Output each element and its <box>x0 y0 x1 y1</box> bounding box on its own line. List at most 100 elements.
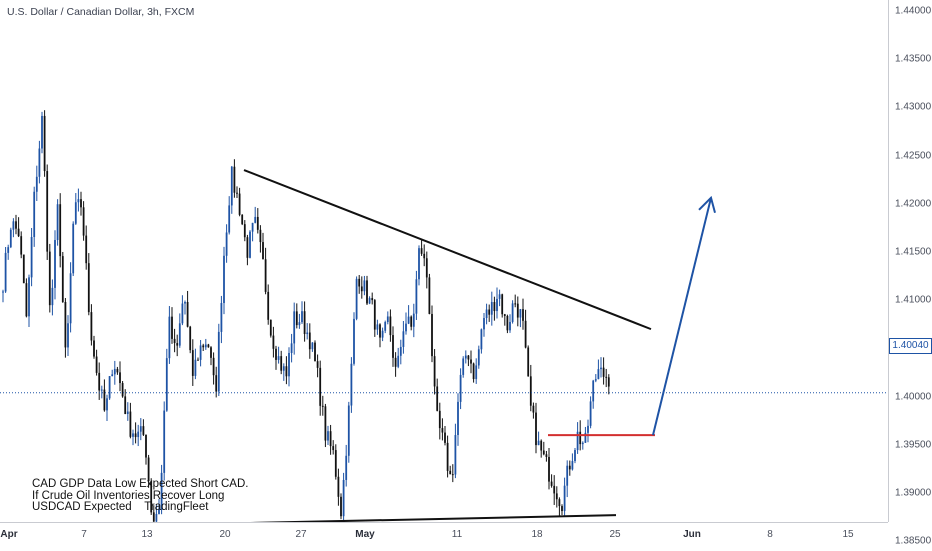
candle-body <box>262 242 264 260</box>
candle-body <box>69 273 72 324</box>
candle-body <box>189 326 192 351</box>
candle-body <box>108 376 111 399</box>
candle-body <box>41 115 43 149</box>
candle-body <box>4 252 7 292</box>
candle-body <box>459 374 462 402</box>
candle-body <box>197 359 199 361</box>
candle-body <box>17 228 20 237</box>
chart-area[interactable] <box>0 0 888 522</box>
time-tick-label: 25 <box>609 529 621 540</box>
candle-body <box>519 309 522 318</box>
candle-body <box>553 485 556 494</box>
candle-body <box>561 506 563 512</box>
candle-body <box>124 396 127 414</box>
time-tick-label: 20 <box>219 529 231 540</box>
candle-body <box>542 450 545 455</box>
candle-body <box>204 344 207 348</box>
candle-body <box>428 277 431 314</box>
candle-body <box>93 340 95 357</box>
candle-body <box>126 411 129 414</box>
candle-body <box>334 450 337 477</box>
candle-body <box>405 323 407 332</box>
candle-body <box>363 280 366 292</box>
candle-body <box>454 435 457 475</box>
candle-body <box>277 356 280 360</box>
candle-body <box>524 320 527 348</box>
candle-body <box>384 322 387 331</box>
candle-body <box>254 216 257 223</box>
candle-body <box>337 476 340 497</box>
price-tick-label: 1.43500 <box>895 53 932 65</box>
candle-body <box>171 316 173 339</box>
candle-body <box>503 314 506 316</box>
time-tick-label: 15 <box>842 529 854 540</box>
price-axis[interactable]: 1.44000 1.43500 1.43000 1.42500 1.42000 1.415… <box>888 0 932 547</box>
candle-body <box>498 294 501 299</box>
candle-body <box>259 229 262 243</box>
candle-body <box>306 332 309 335</box>
candle-body <box>379 324 381 338</box>
candle-body <box>535 412 537 446</box>
candle-body <box>514 303 517 305</box>
candle-body <box>25 283 28 317</box>
candle-body <box>418 248 420 280</box>
candle-body <box>550 481 553 486</box>
price-chart[interactable] <box>0 0 888 522</box>
candle-body <box>594 379 597 381</box>
time-tick-label: May <box>355 529 375 540</box>
candle-body <box>181 303 184 324</box>
candle-body <box>233 166 236 193</box>
candle-body <box>38 148 41 177</box>
candle-body <box>321 405 324 407</box>
time-axis[interactable]: Apr 7 13 20 27 May 11 18 25 Jun 8 15 <box>0 522 888 551</box>
candle-body <box>288 352 290 377</box>
candle-body <box>33 191 36 237</box>
candle-body <box>80 199 82 208</box>
candle-body <box>376 324 379 330</box>
candle-body <box>56 204 59 241</box>
candle-body <box>303 311 306 335</box>
price-tick-label: 1.39500 <box>895 439 932 451</box>
candle-body <box>137 431 140 438</box>
candle-body <box>584 432 587 443</box>
candle-body <box>472 363 475 380</box>
candle-body <box>420 248 423 254</box>
candle-body <box>592 380 595 402</box>
trade-notes: CAD GDP Data Low Expected Short CAD. If … <box>32 478 248 514</box>
candle-body <box>438 410 441 429</box>
candle-body <box>7 247 10 253</box>
chart-title: U.S. Dollar / Canadian Dollar, 3h, FXCM <box>7 6 195 18</box>
candle-body <box>113 368 116 375</box>
candle-body <box>345 455 348 480</box>
candle-body <box>116 368 119 373</box>
candle-body <box>15 221 17 229</box>
candle-body <box>415 279 418 314</box>
candle-body <box>43 115 46 172</box>
candle-body <box>210 347 212 358</box>
candle-body <box>241 214 244 225</box>
candle-body <box>389 316 392 336</box>
candle-body <box>249 231 251 258</box>
candle-body <box>316 361 319 368</box>
candle-body <box>324 406 327 441</box>
price-tick-label: 1.42500 <box>895 150 932 162</box>
candle-body <box>540 440 543 451</box>
candle-body <box>555 493 558 500</box>
time-tick-label: 13 <box>141 529 153 540</box>
candle-body <box>579 431 582 445</box>
candle-body <box>412 313 415 327</box>
candle-body <box>399 346 402 356</box>
price-tick-label: 1.43000 <box>895 101 932 113</box>
candle-body <box>340 496 342 517</box>
candle-body <box>402 331 405 347</box>
candle-body <box>350 363 353 406</box>
candle-body <box>462 358 465 375</box>
candle-body <box>186 301 189 327</box>
candle-body <box>194 359 197 376</box>
candle-body <box>178 323 181 346</box>
candle-body <box>142 426 145 435</box>
candle-body <box>30 236 33 278</box>
candle-body <box>46 171 49 252</box>
candle-body <box>446 442 449 471</box>
candle-body <box>236 192 238 194</box>
